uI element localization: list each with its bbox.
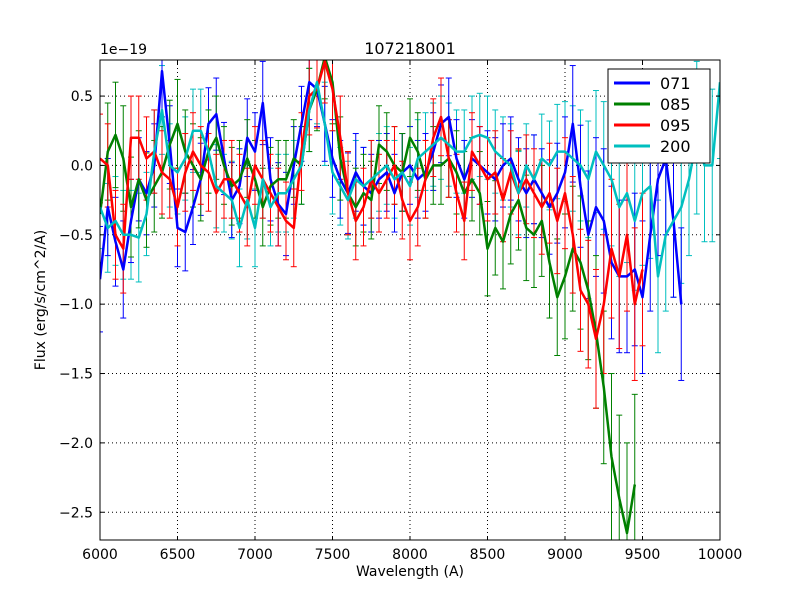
series-line-200: [100, 80, 720, 278]
x-tick-label: 8000: [392, 547, 428, 563]
legend-label-085: 085: [660, 95, 691, 114]
x-tick-label: 9500: [625, 547, 661, 563]
y-tick-label: −2.5: [59, 505, 93, 521]
x-tick-label: 9000: [547, 547, 583, 563]
y-tick-label: 0.5: [71, 89, 93, 105]
y-tick-label: −2.0: [59, 436, 93, 452]
x-tick-label: 6000: [82, 547, 118, 563]
y-tick-label: 0.0: [71, 158, 93, 174]
x-tick-label: 10000: [698, 547, 743, 563]
x-tick-label: 8500: [470, 547, 506, 563]
legend: 071 085 095 200: [607, 68, 711, 164]
y-axis-label: Flux (erg/s/cm^2/A): [33, 230, 49, 370]
y-offset-text: 1e−19: [100, 42, 147, 58]
x-tick-label: 7000: [237, 547, 273, 563]
x-tick-label: 7500: [315, 547, 351, 563]
x-tick-label: 6500: [160, 547, 196, 563]
x-axis-label: Wavelength (A): [356, 564, 464, 580]
chart-title: 107218001: [364, 39, 456, 58]
ticks: 6000 6500 7000 7500 8000 8500 9000 9500 10000 0.5…: [59, 60, 742, 563]
legend-label-200: 200: [660, 137, 691, 156]
y-tick-label: −1.5: [59, 367, 93, 383]
series-line-071: [100, 69, 683, 305]
legend-label-095: 095: [660, 116, 691, 135]
y-tick-label: −1.0: [59, 297, 93, 313]
series-layer: [100, 60, 720, 540]
legend-label-071: 071: [660, 74, 691, 93]
y-tick-label: −0.5: [59, 228, 93, 244]
